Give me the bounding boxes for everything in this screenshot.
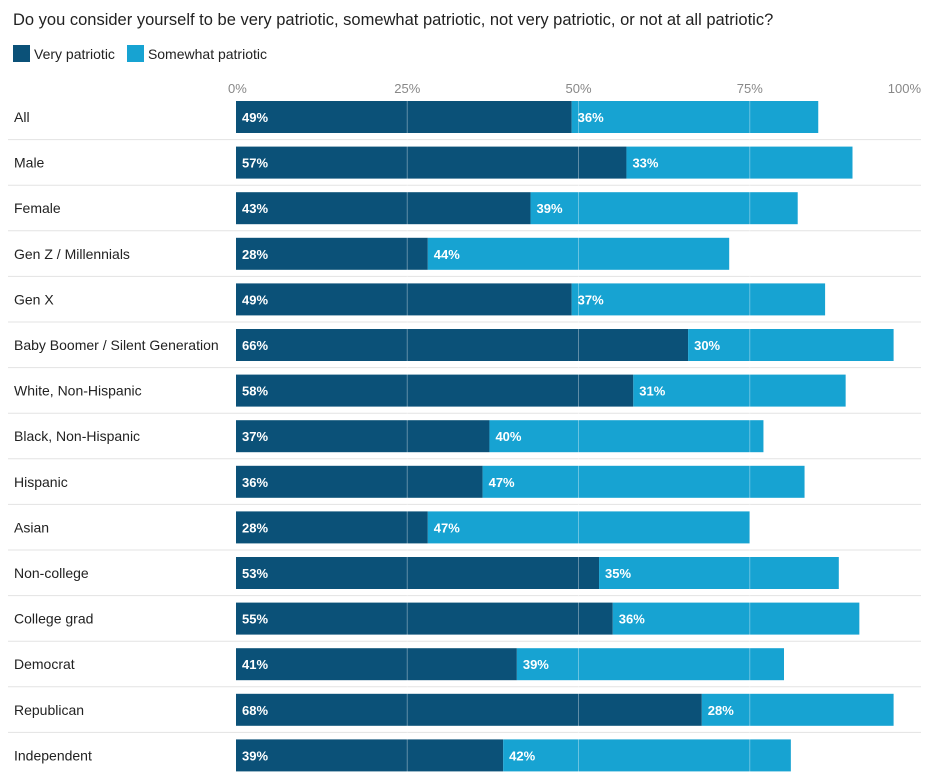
data-label-very-patriotic: 57% <box>242 156 268 171</box>
bar-somewhat-patriotic <box>482 465 805 498</box>
bar-very-patriotic <box>236 648 517 681</box>
x-tick-label: 50% <box>565 81 591 96</box>
data-label-very-patriotic: 49% <box>242 110 268 125</box>
bar-somewhat-patriotic <box>516 648 784 681</box>
bar-very-patriotic <box>236 557 600 589</box>
category-label: Non-college <box>14 565 89 581</box>
data-label-very-patriotic: 49% <box>242 292 268 307</box>
legend-item-somewhat-patriotic: Somewhat patriotic <box>126 45 267 62</box>
data-label-very-patriotic: 39% <box>242 748 268 763</box>
data-label-somewhat-patriotic: 40% <box>495 429 521 444</box>
bar-very-patriotic <box>236 146 627 179</box>
data-label-somewhat-patriotic: 28% <box>708 703 734 718</box>
bar-somewhat-patriotic <box>633 374 846 407</box>
bar-very-patriotic <box>236 329 689 361</box>
chart-title: Do you consider yourself to be very patr… <box>13 11 774 29</box>
bar-somewhat-patriotic <box>626 146 853 179</box>
x-tick-label: 75% <box>737 81 763 96</box>
category-label: Gen X <box>14 291 54 307</box>
category-label: Black, Non-Hispanic <box>14 428 140 444</box>
data-label-somewhat-patriotic: 31% <box>639 384 665 399</box>
data-label-very-patriotic: 28% <box>242 247 268 262</box>
category-label: Gen Z / Millennials <box>14 246 130 262</box>
data-label-somewhat-patriotic: 42% <box>509 748 535 763</box>
legend-swatch-somewhat-patriotic <box>126 45 144 62</box>
legend-label-somewhat-patriotic: Somewhat patriotic <box>147 45 267 62</box>
category-label: All <box>14 109 30 125</box>
legend-item-very-patriotic: Very patriotic <box>13 45 115 62</box>
bar-very-patriotic <box>236 374 634 407</box>
bar-very-patriotic <box>236 420 490 453</box>
bar-somewhat-patriotic <box>503 739 791 772</box>
bar-very-patriotic <box>236 283 572 316</box>
category-label: College grad <box>14 611 93 627</box>
bar-somewhat-patriotic <box>427 511 750 544</box>
category-label: Female <box>14 200 61 216</box>
data-label-somewhat-patriotic: 39% <box>523 657 549 672</box>
data-label-somewhat-patriotic: 36% <box>619 612 645 627</box>
x-tick-label: 0% <box>228 81 247 96</box>
bar-somewhat-patriotic <box>530 192 798 225</box>
data-label-very-patriotic: 53% <box>242 566 268 581</box>
bar-somewhat-patriotic <box>489 420 764 453</box>
x-tick-label: 100% <box>888 81 922 96</box>
category-label: Republican <box>14 702 84 718</box>
bar-somewhat-patriotic <box>571 101 819 133</box>
data-label-somewhat-patriotic: 35% <box>605 566 631 581</box>
data-label-somewhat-patriotic: 47% <box>434 520 460 535</box>
category-label: Independent <box>14 747 92 763</box>
bar-somewhat-patriotic <box>571 283 826 316</box>
bar-somewhat-patriotic <box>599 557 839 589</box>
x-tick-label: 25% <box>394 81 420 96</box>
data-label-very-patriotic: 55% <box>242 612 268 627</box>
data-label-very-patriotic: 58% <box>242 384 268 399</box>
bar-very-patriotic <box>236 192 531 225</box>
bar-somewhat-patriotic <box>612 602 860 635</box>
category-label: Male <box>14 155 45 171</box>
bar-very-patriotic <box>236 101 572 133</box>
data-label-somewhat-patriotic: 44% <box>434 247 460 262</box>
legend: Very patriotic Somewhat patriotic <box>13 45 279 62</box>
bar-very-patriotic <box>236 511 428 544</box>
data-label-very-patriotic: 66% <box>242 338 268 353</box>
data-label-very-patriotic: 28% <box>242 520 268 535</box>
data-label-somewhat-patriotic: 37% <box>578 292 604 307</box>
bar-somewhat-patriotic <box>427 237 730 270</box>
bar-somewhat-patriotic <box>701 693 894 726</box>
category-label: Asian <box>14 519 49 535</box>
data-label-somewhat-patriotic: 33% <box>632 156 658 171</box>
data-label-somewhat-patriotic: 39% <box>537 201 563 216</box>
legend-label-very-patriotic: Very patriotic <box>34 45 115 62</box>
data-label-very-patriotic: 36% <box>242 475 268 490</box>
bar-very-patriotic <box>236 739 504 772</box>
bar-very-patriotic <box>236 602 613 635</box>
bar-somewhat-patriotic <box>688 329 894 361</box>
bar-very-patriotic <box>236 465 483 498</box>
data-label-somewhat-patriotic: 47% <box>489 475 515 490</box>
data-label-very-patriotic: 37% <box>242 429 268 444</box>
legend-swatch-very-patriotic <box>13 45 30 62</box>
category-label: Hispanic <box>14 474 68 490</box>
category-label: Baby Boomer / Silent Generation <box>14 337 219 353</box>
data-label-very-patriotic: 68% <box>242 703 268 718</box>
category-label: White, Non-Hispanic <box>14 383 142 399</box>
bar-very-patriotic <box>236 693 702 726</box>
bar-very-patriotic <box>236 237 428 270</box>
data-label-very-patriotic: 43% <box>242 201 268 216</box>
data-label-somewhat-patriotic: 30% <box>694 338 720 353</box>
data-label-very-patriotic: 41% <box>242 657 268 672</box>
category-label: Democrat <box>14 656 75 672</box>
data-label-somewhat-patriotic: 36% <box>578 110 604 125</box>
